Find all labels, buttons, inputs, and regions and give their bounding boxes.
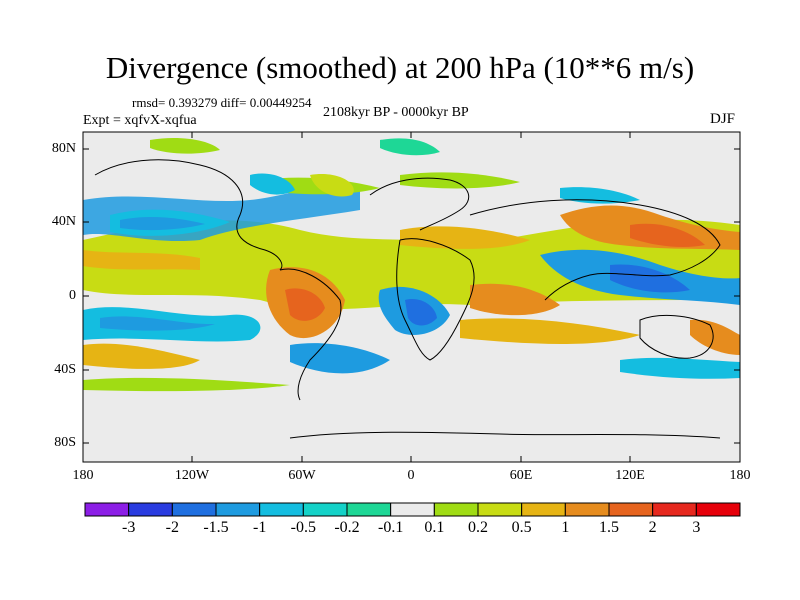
colorbar-label: -2 — [165, 519, 179, 536]
colorbar-swatch — [608, 502, 654, 517]
colorbar-swatch — [259, 502, 304, 517]
stats-text: rmsd= 0.393279 diff= 0.00449254 — [132, 95, 312, 110]
colorbar-swatch — [433, 502, 479, 517]
lon-tick-label: 0 — [407, 468, 415, 483]
colorbar-label: -0.2 — [334, 519, 360, 536]
lon-tick-label: 180 — [72, 468, 94, 483]
colorbar-swatch — [171, 502, 217, 517]
colorbar-label: -0.1 — [377, 519, 404, 536]
coastlines — [94, 159, 721, 439]
divergence-field — [83, 138, 740, 392]
season-label: DJF — [710, 111, 736, 127]
lon-tick-label: 120E — [615, 468, 645, 483]
colorbar-swatch — [695, 502, 741, 517]
lat-tick-label: 40N — [51, 214, 76, 229]
colorbar-label: 3 — [692, 519, 701, 536]
colorbar — [84, 502, 741, 517]
colorbar-swatch — [564, 502, 610, 517]
colorbar-label: 2 — [648, 519, 657, 536]
lat-tick-label: 80S — [54, 435, 76, 450]
colorbar-swatch — [477, 502, 523, 517]
colorbar-swatch — [128, 502, 173, 517]
colorbar-label: -0.5 — [290, 519, 316, 536]
period-label: 2108kyr BP - 0000kyr BP — [323, 105, 469, 120]
colorbar-label: -1.5 — [203, 519, 229, 536]
colorbar-swatch — [84, 502, 130, 517]
lon-tick-label: 120W — [174, 468, 210, 483]
colorbar-label: 1 — [561, 519, 570, 536]
colorbar-label: 1.5 — [599, 519, 619, 536]
colorbar-label: -3 — [121, 519, 136, 536]
lat-tick-label: 40S — [54, 362, 76, 377]
figure-title: Divergence (smoothed) at 200 hPa (10**6 … — [105, 50, 695, 85]
experiment-label: Expt = xqfvX-xqfua — [83, 113, 197, 128]
lon-tick-label: 60W — [288, 468, 316, 483]
colorbar-label: 0.2 — [468, 519, 488, 536]
colorbar-label: 0.5 — [511, 519, 532, 536]
colorbar-swatch — [652, 502, 697, 517]
colorbar-label: -1 — [252, 519, 267, 536]
colorbar-swatch — [215, 502, 261, 517]
lon-tick-label: 180 — [729, 468, 751, 483]
axis-ticks — [82, 132, 741, 462]
lat-tick-label: 0 — [69, 288, 76, 303]
lat-tick-label: 80N — [51, 141, 76, 156]
colorbar-swatch — [346, 502, 392, 517]
lon-tick-label: 60E — [509, 468, 533, 483]
colorbar-swatch — [390, 502, 435, 517]
map-plot-area — [83, 132, 740, 462]
colorbar-swatch — [302, 502, 348, 517]
colorbar-swatch — [521, 502, 566, 517]
colorbar-label: 0.1 — [424, 519, 445, 536]
